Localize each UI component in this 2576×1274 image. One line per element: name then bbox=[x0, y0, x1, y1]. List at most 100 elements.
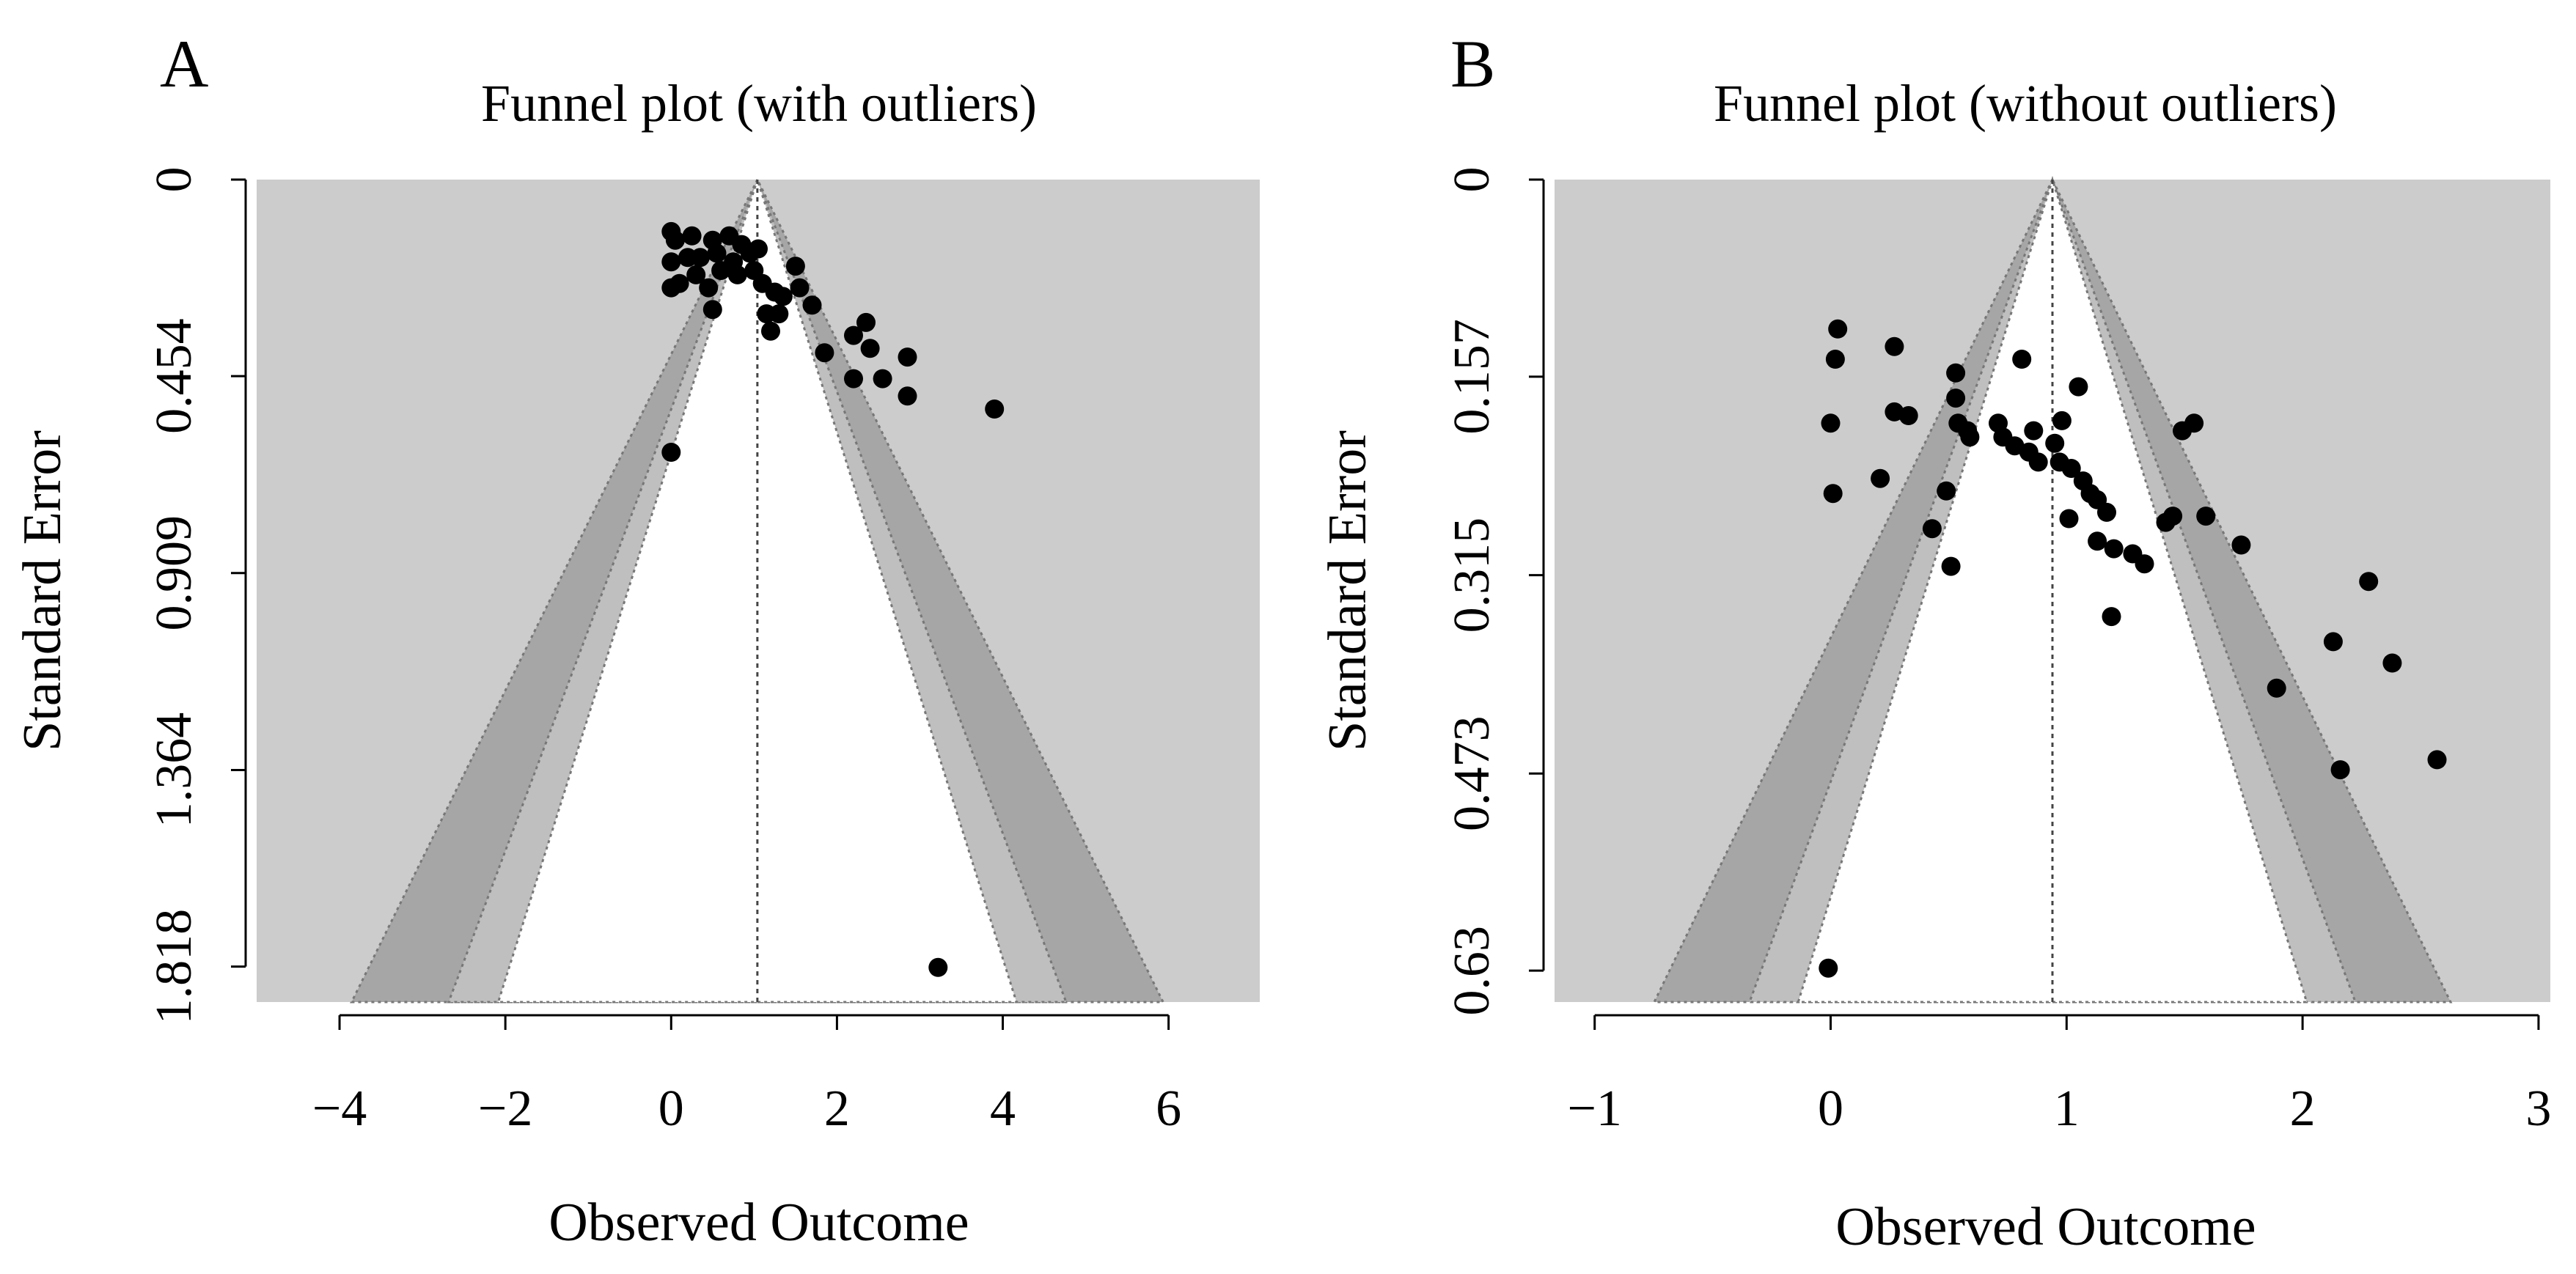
panel-a-y-tick-label: 1.364 bbox=[146, 713, 202, 828]
panel-b-data-point bbox=[2097, 502, 2116, 522]
panel-a-data-point bbox=[661, 278, 681, 298]
panel-a-title: Funnel plot (with outliers) bbox=[481, 74, 1037, 133]
panel-b-data-point bbox=[1885, 336, 1904, 356]
panel-b-data-point bbox=[2359, 572, 2379, 592]
panel-a-funnel-regions bbox=[350, 176, 1165, 1004]
panel-b-y-axis: 0 0.157 0.315 0.473 0.63 bbox=[1444, 167, 1545, 1016]
panel-b-funnel-regions bbox=[1652, 175, 2453, 1004]
panel-a-data-point bbox=[785, 257, 805, 276]
panel-b-data-point bbox=[2012, 350, 2032, 369]
panel-b-x-tick-label: 1 bbox=[2054, 1080, 2080, 1137]
panel-a-data-point bbox=[682, 226, 702, 246]
panel-a-data-point bbox=[873, 369, 892, 389]
panel-b-data-point bbox=[2427, 750, 2447, 770]
panel-b-data-point bbox=[1828, 319, 1848, 339]
panel-b: B Funnel plot (without outliers) −1 0 1 2 3 … bbox=[1318, 26, 2551, 1257]
panel-a-data-point bbox=[690, 248, 710, 268]
panel-b-data-point bbox=[2102, 607, 2121, 627]
panel-b-data-point bbox=[2382, 653, 2402, 673]
panel-b-data-point bbox=[2028, 452, 2048, 472]
panel-b-data-point bbox=[2061, 459, 2081, 478]
panel-a-data-point bbox=[665, 230, 685, 250]
panel-b-data-point bbox=[2231, 535, 2251, 555]
panel-b-points bbox=[1819, 319, 2447, 978]
panel-a-data-point bbox=[699, 278, 719, 298]
panel-a-data-point bbox=[711, 261, 731, 280]
panel-a-data-point bbox=[661, 252, 681, 272]
panel-b-data-point bbox=[2052, 410, 2072, 430]
panel-a-data-point bbox=[802, 295, 822, 315]
panel-a: A Funnel plot (with outliers) −4 −2 0 2 4 6 0… bbox=[12, 26, 1260, 1253]
panel-b-data-point bbox=[1960, 427, 1980, 447]
panel-b-data-point bbox=[2069, 377, 2088, 397]
panel-b-data-point bbox=[2196, 507, 2216, 526]
panel-b-y-tick-label: 0.473 bbox=[1444, 715, 1500, 831]
panel-b-data-point bbox=[2323, 632, 2343, 652]
panel-a-data-point bbox=[661, 443, 681, 462]
panel-a-data-point bbox=[844, 325, 863, 345]
panel-a-data-point bbox=[749, 239, 768, 259]
panel-b-data-point bbox=[1871, 468, 1890, 488]
panel-b-y-axis-label: Standard Error bbox=[1318, 430, 1378, 751]
panel-a-x-axis-label: Observed Outcome bbox=[548, 1193, 969, 1253]
panel-b-data-point bbox=[1821, 413, 1841, 433]
panel-a-data-point bbox=[844, 369, 863, 389]
panel-b-y-tick-label: 0 bbox=[1444, 167, 1500, 193]
panel-b-data-point bbox=[2135, 554, 2154, 574]
panel-a-data-point bbox=[769, 304, 789, 324]
panel-a-data-point bbox=[898, 386, 917, 406]
panel-a-letter: A bbox=[160, 26, 208, 101]
panel-a-data-point bbox=[761, 321, 780, 341]
panel-b-data-point bbox=[2330, 760, 2350, 780]
panel-a-x-tick-label: 4 bbox=[990, 1080, 1016, 1137]
panel-a-x-tick-label: 0 bbox=[658, 1080, 684, 1137]
panel-a-data-point bbox=[928, 957, 948, 977]
panel-a-data-point bbox=[702, 300, 722, 320]
panel-b-data-point bbox=[1898, 406, 1918, 425]
panel-a-y-axis-label: Standard Error bbox=[12, 430, 73, 751]
panel-a-x-tick-label: −4 bbox=[312, 1080, 367, 1137]
panel-a-y-tick-label: 0 bbox=[146, 167, 202, 193]
panel-b-data-point bbox=[1946, 363, 1966, 383]
panel-b-data-point bbox=[1819, 958, 1838, 978]
panel-b-data-point bbox=[2045, 433, 2065, 453]
panel-a-y-axis: 0 0.454 0.909 1.364 1.818 bbox=[146, 167, 247, 1025]
panel-a-y-tick-label: 0.454 bbox=[146, 318, 202, 434]
panel-b-data-point bbox=[1946, 389, 1966, 408]
panel-b-letter: B bbox=[1450, 26, 1495, 101]
panel-a-data-point bbox=[898, 347, 917, 367]
panel-a-x-tick-label: −2 bbox=[478, 1080, 532, 1137]
panel-b-title: Funnel plot (without outliers) bbox=[1714, 74, 2337, 133]
panel-b-data-point bbox=[2267, 678, 2286, 698]
panel-b-x-tick-label: 0 bbox=[1818, 1080, 1843, 1137]
panel-b-data-point bbox=[1941, 556, 1961, 576]
panel-a-x-tick-label: 6 bbox=[1156, 1080, 1181, 1137]
panel-b-data-point bbox=[1922, 519, 1942, 539]
panel-b-y-tick-label: 0.157 bbox=[1444, 319, 1500, 435]
panel-b-data-point bbox=[2184, 413, 2204, 433]
panel-a-data-point bbox=[727, 265, 747, 284]
panel-a-y-tick-label: 1.818 bbox=[146, 909, 202, 1025]
panel-a-funnel-p10-region bbox=[496, 176, 1019, 1004]
panel-a-data-point bbox=[773, 287, 793, 306]
panel-b-data-point bbox=[2059, 509, 2079, 529]
panel-b-x-axis-label: Observed Outcome bbox=[1835, 1197, 2256, 1257]
panel-b-data-point bbox=[1825, 350, 1845, 369]
panel-a-data-point bbox=[686, 265, 706, 284]
panel-b-data-point bbox=[2088, 531, 2107, 551]
panel-a-points bbox=[661, 221, 1005, 977]
panel-a-data-point bbox=[815, 343, 834, 363]
panel-b-x-tick-label: 2 bbox=[2290, 1080, 2316, 1137]
panel-b-data-point bbox=[2163, 507, 2183, 526]
panel-b-x-tick-label: −1 bbox=[1567, 1080, 1621, 1137]
panel-a-x-axis: −4 −2 0 2 4 6 bbox=[312, 1014, 1181, 1137]
panel-b-data-point bbox=[2104, 539, 2124, 559]
panel-b-data-point bbox=[2024, 421, 2044, 441]
panel-a-data-point bbox=[790, 278, 810, 298]
panel-b-y-tick-label: 0.63 bbox=[1444, 926, 1500, 1016]
panel-b-x-tick-label: 3 bbox=[2525, 1080, 2551, 1137]
panel-a-x-tick-label: 2 bbox=[824, 1080, 850, 1137]
panel-a-data-point bbox=[856, 312, 876, 332]
panel-b-x-axis: −1 0 1 2 3 bbox=[1567, 1014, 2551, 1137]
